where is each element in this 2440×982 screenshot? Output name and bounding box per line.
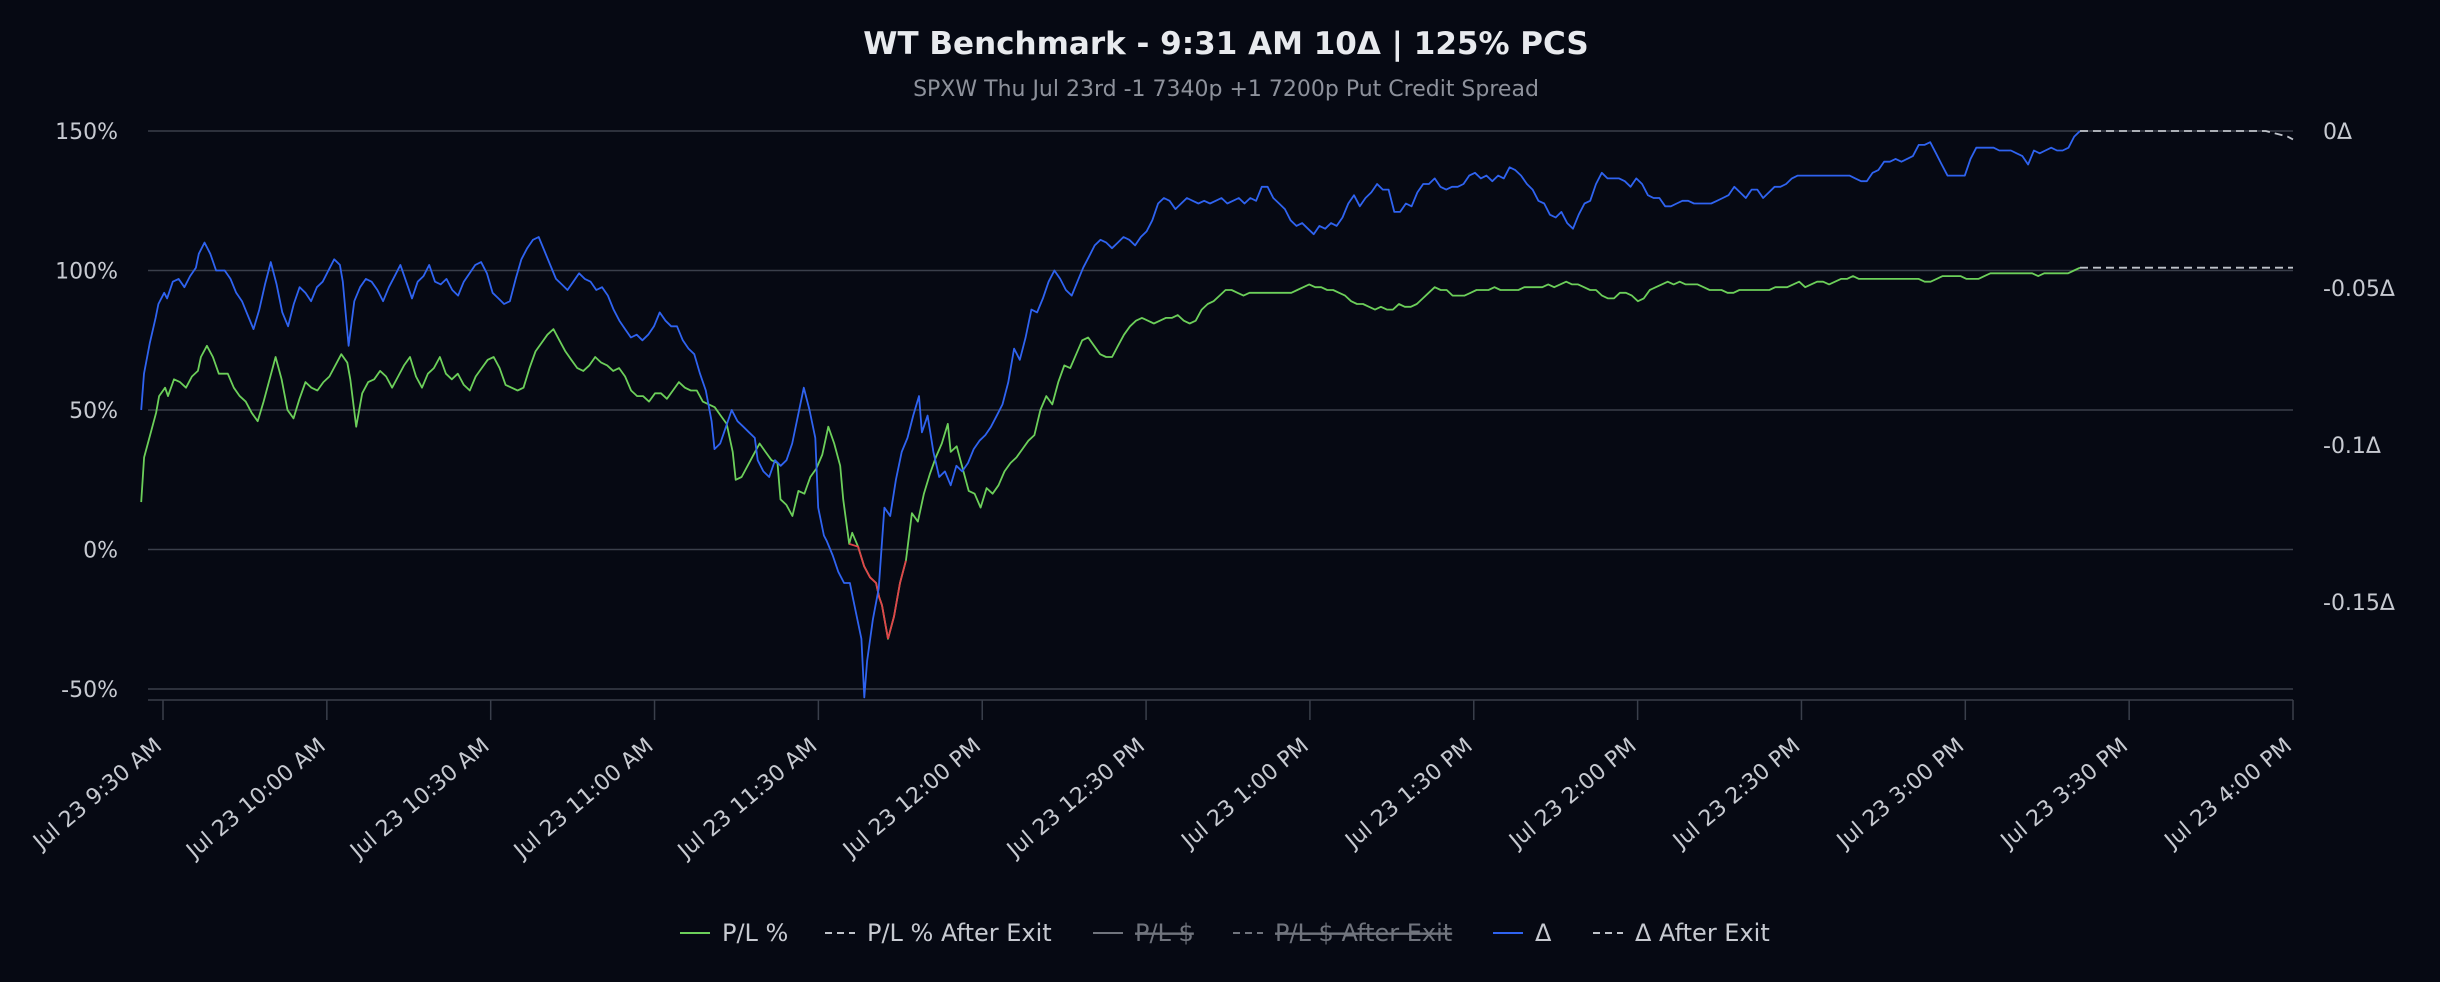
series-line-negative bbox=[848, 543, 907, 640]
series-group bbox=[140, 130, 2294, 699]
right-tick-label: -0.05Δ bbox=[2323, 277, 2395, 302]
series-line bbox=[2080, 130, 2294, 141]
left-tick-label: -50% bbox=[61, 678, 118, 703]
left-tick-label: 50% bbox=[69, 399, 118, 424]
right-tick-label: 0Δ bbox=[2323, 120, 2352, 145]
series-line bbox=[140, 266, 2081, 640]
legend-label[interactable]: Δ After Exit bbox=[1635, 919, 1770, 947]
chart-title: WT Benchmark - 9:31 AM 10Δ | 125% PCS bbox=[863, 26, 1588, 62]
legend[interactable]: P/L % P/L % After Exit P/L $ P/L $ After Ex… bbox=[680, 919, 1770, 947]
right-tick-label: -0.1Δ bbox=[2323, 434, 2381, 459]
series-line bbox=[140, 130, 2081, 699]
left-tick-label: 150% bbox=[55, 120, 118, 145]
legend-label[interactable]: P/L % After Exit bbox=[867, 919, 1052, 947]
grid-lines bbox=[148, 130, 2293, 690]
left-tick-label: 100% bbox=[55, 260, 118, 285]
legend-label[interactable]: Δ bbox=[1535, 919, 1552, 947]
right-tick-label: -0.15Δ bbox=[2323, 591, 2395, 616]
right-axis-ticks: 0Δ -0.05Δ -0.1Δ -0.15Δ bbox=[2323, 120, 2395, 616]
left-tick-label: 0% bbox=[83, 539, 118, 564]
legend-label[interactable]: P/L $ After Exit bbox=[1275, 919, 1452, 947]
legend-label[interactable]: P/L $ bbox=[1135, 919, 1194, 947]
legend-label[interactable]: P/L % bbox=[722, 919, 788, 947]
left-axis-ticks: 150% 100% 50% 0% -50% bbox=[55, 120, 118, 703]
chart-subtitle: SPXW Thu Jul 23rd -1 7340p +1 7200p Put … bbox=[913, 77, 1539, 102]
